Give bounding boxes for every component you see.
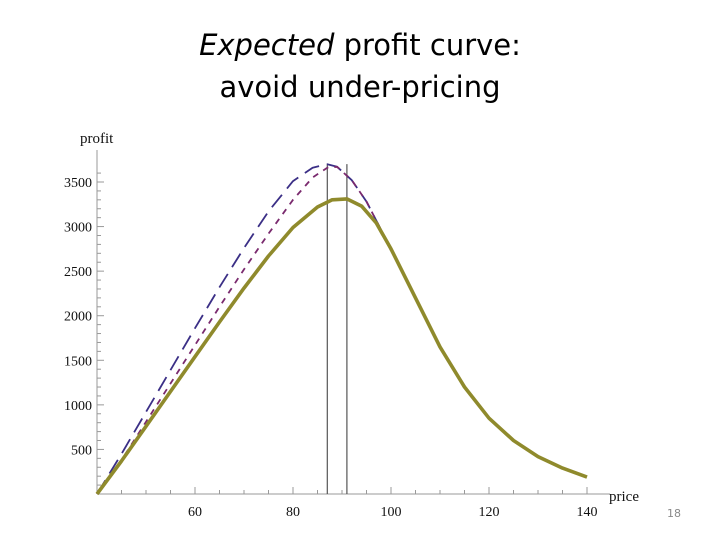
y-tick-label: 1500: [64, 354, 92, 369]
y-tick-label: 500: [71, 443, 92, 458]
x-tick-label: 60: [188, 505, 202, 520]
y-tick-label: 2000: [64, 310, 92, 325]
y-axis-label: profit: [80, 131, 114, 147]
x-tick-label: 120: [479, 505, 500, 520]
y-tick-label: 1000: [64, 399, 92, 414]
x-tick-label: 80: [286, 505, 300, 520]
series-line-2: [96, 165, 392, 495]
title-rest: profit curve:: [334, 28, 521, 62]
x-tick-label: 100: [381, 505, 402, 520]
y-tick-label: 3500: [64, 176, 92, 191]
title-italic-word: Expected: [199, 28, 335, 62]
x-axis-label: price: [609, 489, 639, 505]
series-line-1: [96, 163, 392, 495]
series-line-3: [95, 197, 588, 496]
page-number: 18: [667, 507, 681, 520]
y-tick-label: 3000: [64, 221, 92, 236]
title-line-1: Expected profit curve:: [0, 24, 720, 66]
x-tick-label: 140: [577, 505, 598, 520]
slide-title: Expected profit curve: avoid under-prici…: [0, 24, 720, 108]
y-tick-label: 2500: [64, 265, 92, 280]
title-line-2: avoid under-pricing: [219, 70, 501, 105]
